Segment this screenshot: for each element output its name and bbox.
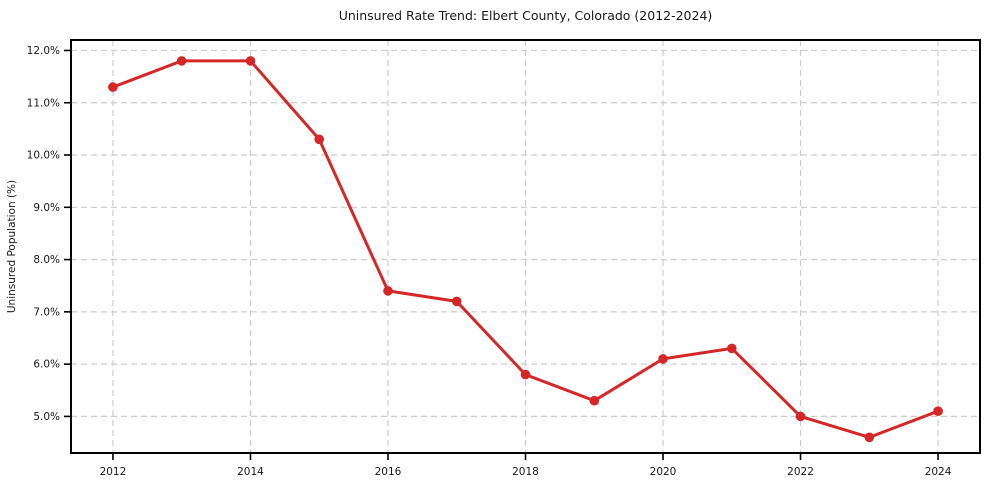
x-tick-label: 2016 xyxy=(375,466,402,478)
x-tick-label: 2024 xyxy=(925,466,952,478)
y-tick-label: 11.0% xyxy=(27,97,60,109)
axis-ticks xyxy=(64,49,939,460)
data-series xyxy=(108,56,943,443)
y-tick-label: 7.0% xyxy=(33,306,60,318)
data-point xyxy=(108,82,118,92)
y-tick-label: 8.0% xyxy=(33,254,60,266)
plot-border xyxy=(70,39,981,454)
data-point xyxy=(451,296,462,307)
data-point xyxy=(383,286,393,296)
chart-title: Uninsured Rate Trend: Elbert County, Col… xyxy=(339,8,713,23)
y-tick-label: 5.0% xyxy=(33,411,60,423)
x-tick-label: 2014 xyxy=(237,466,264,478)
y-tick-label: 12.0% xyxy=(27,45,60,57)
data-point xyxy=(727,343,737,354)
data-point xyxy=(245,56,256,66)
data-point xyxy=(933,406,943,417)
x-tick-label: 2012 xyxy=(100,466,127,478)
y-tick-label: 6.0% xyxy=(33,359,60,371)
y-axis-label: Uninsured Population (%) xyxy=(6,180,18,313)
data-point xyxy=(795,411,806,422)
data-point xyxy=(864,432,875,443)
data-point xyxy=(314,134,325,145)
data-point xyxy=(589,395,600,406)
y-tick-label: 10.0% xyxy=(27,150,60,162)
x-tick-label: 2020 xyxy=(650,466,677,478)
data-point xyxy=(658,354,668,364)
gridlines xyxy=(71,40,980,453)
x-tick-label: 2022 xyxy=(787,466,814,478)
axis-tick-labels: 5.0% 6.0% 7.0% 8.0% 9.0% 10.0% 11.0% 12.0% 2012 2… xyxy=(27,45,952,478)
x-tick-label: 2018 xyxy=(512,466,539,478)
data-point xyxy=(520,369,531,380)
data-point xyxy=(176,56,187,66)
y-tick-label: 9.0% xyxy=(33,202,60,214)
